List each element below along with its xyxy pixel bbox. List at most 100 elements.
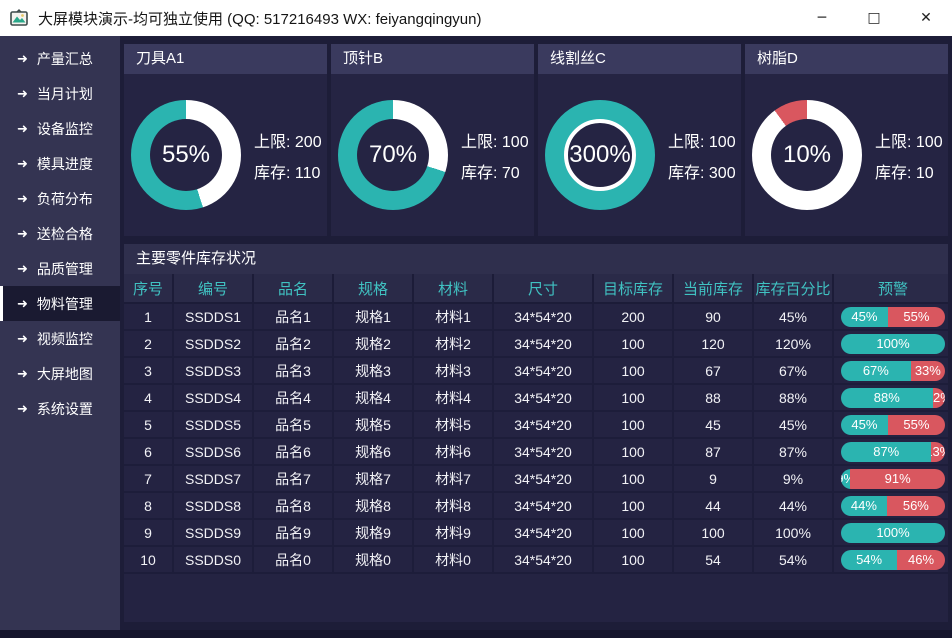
donut-percent-label: 70%: [368, 141, 418, 168]
table-cell: 材料0: [413, 546, 494, 574]
sidebar-item[interactable]: ➜ 负荷分布: [0, 181, 120, 216]
arrow-right-icon: ➜: [17, 401, 28, 416]
table-cell: 87: [673, 438, 754, 466]
stat-panels-row: 刀具A1 55% 上限: 200 库存: 110 顶针B 70% 上限: 100: [124, 44, 948, 236]
table-cell: 2: [124, 330, 174, 358]
table-row: 10 SSDDS0 品名0 规格0 材料0 34*54*20 100 54 54% 54% 46%: [124, 546, 948, 574]
sidebar-item[interactable]: ➜ 模具进度: [0, 146, 120, 181]
donut-chart: 10%: [752, 100, 862, 210]
bar-ok-segment: 9%: [841, 468, 851, 489]
bar-ok-segment: 45%: [841, 414, 888, 435]
table-cell: 34*54*20: [493, 546, 594, 574]
sidebar-item[interactable]: ➜ 大屏地图: [0, 356, 120, 391]
stat-panel: 线割丝C 300% 上限: 100 库存: 300: [538, 44, 741, 236]
warning-progress-bar: 44% 56%: [841, 495, 945, 516]
upper-limit-label: 上限: 200: [254, 133, 322, 151]
donut-percent-label: 10%: [782, 141, 832, 168]
sidebar-item[interactable]: ➜ 送检合格: [0, 216, 120, 251]
table-cell: 品名6: [253, 438, 334, 466]
table-cell: 100: [593, 492, 674, 520]
arrow-right-icon: ➜: [17, 51, 28, 66]
table-cell: 4: [124, 384, 174, 412]
bar-warn-segment: 55%: [887, 306, 945, 327]
inventory-table-card: 主要零件库存状况 序号 编号 品名 规格 材料 尺寸 目标库存 当前库存 库存百分比 预警 1 SS…: [124, 244, 948, 622]
table-cell: 品名9: [253, 519, 334, 547]
bar-warn-segment: 91%: [850, 468, 945, 489]
table-cell: 34*54*20: [493, 519, 594, 547]
table-cell: 44: [673, 492, 754, 520]
title-bar: 大屏模块演示-均可独立使用 (QQ: 517216493 WX: feiyang…: [0, 0, 952, 36]
table-cell: 品名8: [253, 492, 334, 520]
sidebar-item-label: 系统设置: [36, 400, 93, 417]
upper-limit-label: 上限: 100: [461, 133, 529, 151]
warning-progress-bar: 45% 55%: [841, 306, 945, 327]
minimize-button[interactable]: ─: [796, 0, 848, 36]
sidebar-item[interactable]: ➜ 物料管理: [0, 286, 120, 321]
app-image-icon[interactable]: [8, 7, 30, 29]
bar-ok-segment: 87%: [841, 441, 932, 462]
table-cell: 34*54*20: [493, 411, 594, 439]
table-cell: SSDDS8: [173, 492, 254, 520]
table-cell: 材料4: [413, 384, 494, 412]
warning-cell: 45% 55%: [833, 303, 948, 331]
bar-ok-segment: 100%: [841, 522, 945, 543]
sidebar-item[interactable]: ➜ 设备监控: [0, 111, 120, 146]
close-button[interactable]: ✕: [900, 0, 952, 36]
table-cell: 88: [673, 384, 754, 412]
table-cell: 100: [593, 357, 674, 385]
sidebar-item[interactable]: ➜ 品质管理: [0, 251, 120, 286]
stat-panel: 顶针B 70% 上限: 100 库存: 70: [331, 44, 534, 236]
table-cell: 材料8: [413, 492, 494, 520]
table-row: 3 SSDDS3 品名3 规格3 材料3 34*54*20 100 67 67% 67% 33%: [124, 357, 948, 385]
warning-cell: 100%: [833, 519, 948, 547]
column-header: 目标库存: [593, 274, 674, 304]
sidebar-item-label: 当月计划: [36, 85, 93, 102]
upper-limit-label: 上限: 100: [668, 133, 736, 151]
table-cell: 54: [673, 546, 754, 574]
sidebar-item-label: 负荷分布: [36, 190, 93, 207]
warning-progress-bar: 45% 55%: [841, 414, 945, 435]
column-header: 尺寸: [493, 274, 594, 304]
table-cell: 规格3: [333, 357, 414, 385]
table-cell: 100: [593, 465, 674, 493]
arrow-right-icon: ➜: [17, 366, 28, 381]
table-cell: 34*54*20: [493, 357, 594, 385]
column-header: 材料: [413, 274, 494, 304]
window-title: 大屏模块演示-均可独立使用 (QQ: 517216493 WX: feiyang…: [38, 10, 482, 28]
table-cell: 100: [593, 411, 674, 439]
table-cell: 规格6: [333, 438, 414, 466]
table-cell: 100: [593, 384, 674, 412]
sidebar-item-label: 送检合格: [36, 225, 93, 242]
sidebar-item-label: 模具进度: [36, 155, 93, 172]
table-cell: 材料9: [413, 519, 494, 547]
sidebar-item[interactable]: ➜ 视频监控: [0, 321, 120, 356]
panel-title: 树脂D: [745, 44, 948, 74]
table-cell: 规格9: [333, 519, 414, 547]
table-title: 主要零件库存状况: [124, 244, 948, 274]
table-cell: SSDDS3: [173, 357, 254, 385]
donut-chart: 55%: [131, 100, 241, 210]
window-controls: ─ □ ✕: [796, 0, 952, 36]
bar-ok-segment: 54%: [841, 549, 898, 570]
bar-warn-segment: 55%: [887, 414, 945, 435]
table-cell: SSDDS6: [173, 438, 254, 466]
table-cell: SSDDS2: [173, 330, 254, 358]
table-cell: 34*54*20: [493, 492, 594, 520]
table-cell: 100: [593, 330, 674, 358]
sidebar-item[interactable]: ➜ 产量汇总: [0, 41, 120, 76]
sidebar-item[interactable]: ➜ 系统设置: [0, 391, 120, 426]
table-cell: 规格5: [333, 411, 414, 439]
sidebar-item[interactable]: ➜ 当月计划: [0, 76, 120, 111]
panel-title: 刀具A1: [124, 44, 327, 74]
donut-percent-label: 300%: [569, 141, 631, 168]
bar-ok-segment: 88%: [841, 387, 933, 408]
table-cell: 120: [673, 330, 754, 358]
inventory-table: 序号 编号 品名 规格 材料 尺寸 目标库存 当前库存 库存百分比 预警 1 SSDDS1 品名1 规格…: [124, 274, 948, 574]
table-cell: 34*54*20: [493, 303, 594, 331]
maximize-button[interactable]: □: [848, 0, 900, 36]
arrow-right-icon: ➜: [17, 156, 28, 171]
table-cell: 87%: [753, 438, 834, 466]
sidebar-item-label: 大屏地图: [36, 365, 93, 382]
